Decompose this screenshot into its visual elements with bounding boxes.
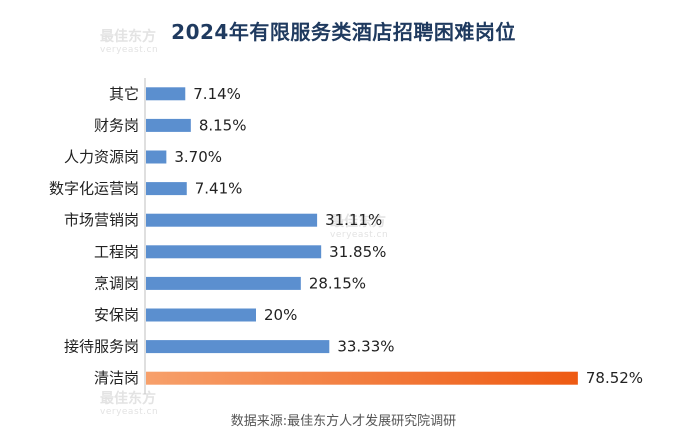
value-label: 31.85% <box>329 243 386 261</box>
category-label: 财务岗 <box>94 116 139 134</box>
bars-group: 其它 7.14% 财务岗 8.15% 人力资源岗 3.70% 数字化运营岗 7.41% 市场营销… <box>49 78 643 394</box>
bar <box>146 308 256 322</box>
category-label: 烹调岗 <box>94 274 139 292</box>
category-label: 其它 <box>109 85 139 103</box>
watermark-bottom: 最佳东方 veryeast.cn <box>100 392 158 417</box>
value-label: 8.15% <box>199 116 247 134</box>
value-label: 7.41% <box>195 180 243 198</box>
category-label: 数字化运营岗 <box>49 180 139 198</box>
bar <box>146 245 322 259</box>
category-label: 清洁岗 <box>94 369 139 387</box>
bar <box>146 213 318 227</box>
category-label: 接待服务岗 <box>64 338 139 356</box>
watermark-domain: veryeast.cn <box>330 230 389 240</box>
watermark-domain: veryeast.cn <box>100 45 159 55</box>
category-label: 人力资源岗 <box>64 148 139 166</box>
bar <box>146 118 191 132</box>
value-label: 28.15% <box>309 274 366 292</box>
watermark-domain: veryeast.cn <box>100 407 159 417</box>
category-label: 工程岗 <box>94 243 139 261</box>
watermark-brand: 最佳东方 <box>100 29 156 45</box>
bar-highlight <box>146 371 578 385</box>
category-label: 市场营销岗 <box>64 211 139 229</box>
source-note: 数据来源:最佳东方人才发展研究院调研 <box>230 414 457 429</box>
watermark-brand: 最佳东方 <box>100 391 156 407</box>
bar <box>146 182 187 196</box>
watermark-brand: 最佳东方 <box>330 214 386 230</box>
bar <box>146 150 167 164</box>
value-label: 33.33% <box>337 338 394 356</box>
category-label: 安保岗 <box>94 306 139 324</box>
bar <box>146 276 301 290</box>
watermark-top: 最佳东方 veryeast.cn <box>100 30 158 55</box>
value-label: 78.52% <box>586 369 643 387</box>
watermark-middle: 最佳东方 veryeast.cn <box>330 215 388 240</box>
chart-title: 2024年有限服务类酒店招聘困难岗位 <box>171 20 516 44</box>
bar <box>146 87 186 101</box>
value-label: 20% <box>264 306 297 324</box>
value-label: 3.70% <box>174 148 222 166</box>
bar <box>146 340 330 354</box>
value-label: 7.14% <box>193 85 241 103</box>
value-label: 31.11% <box>325 211 382 229</box>
